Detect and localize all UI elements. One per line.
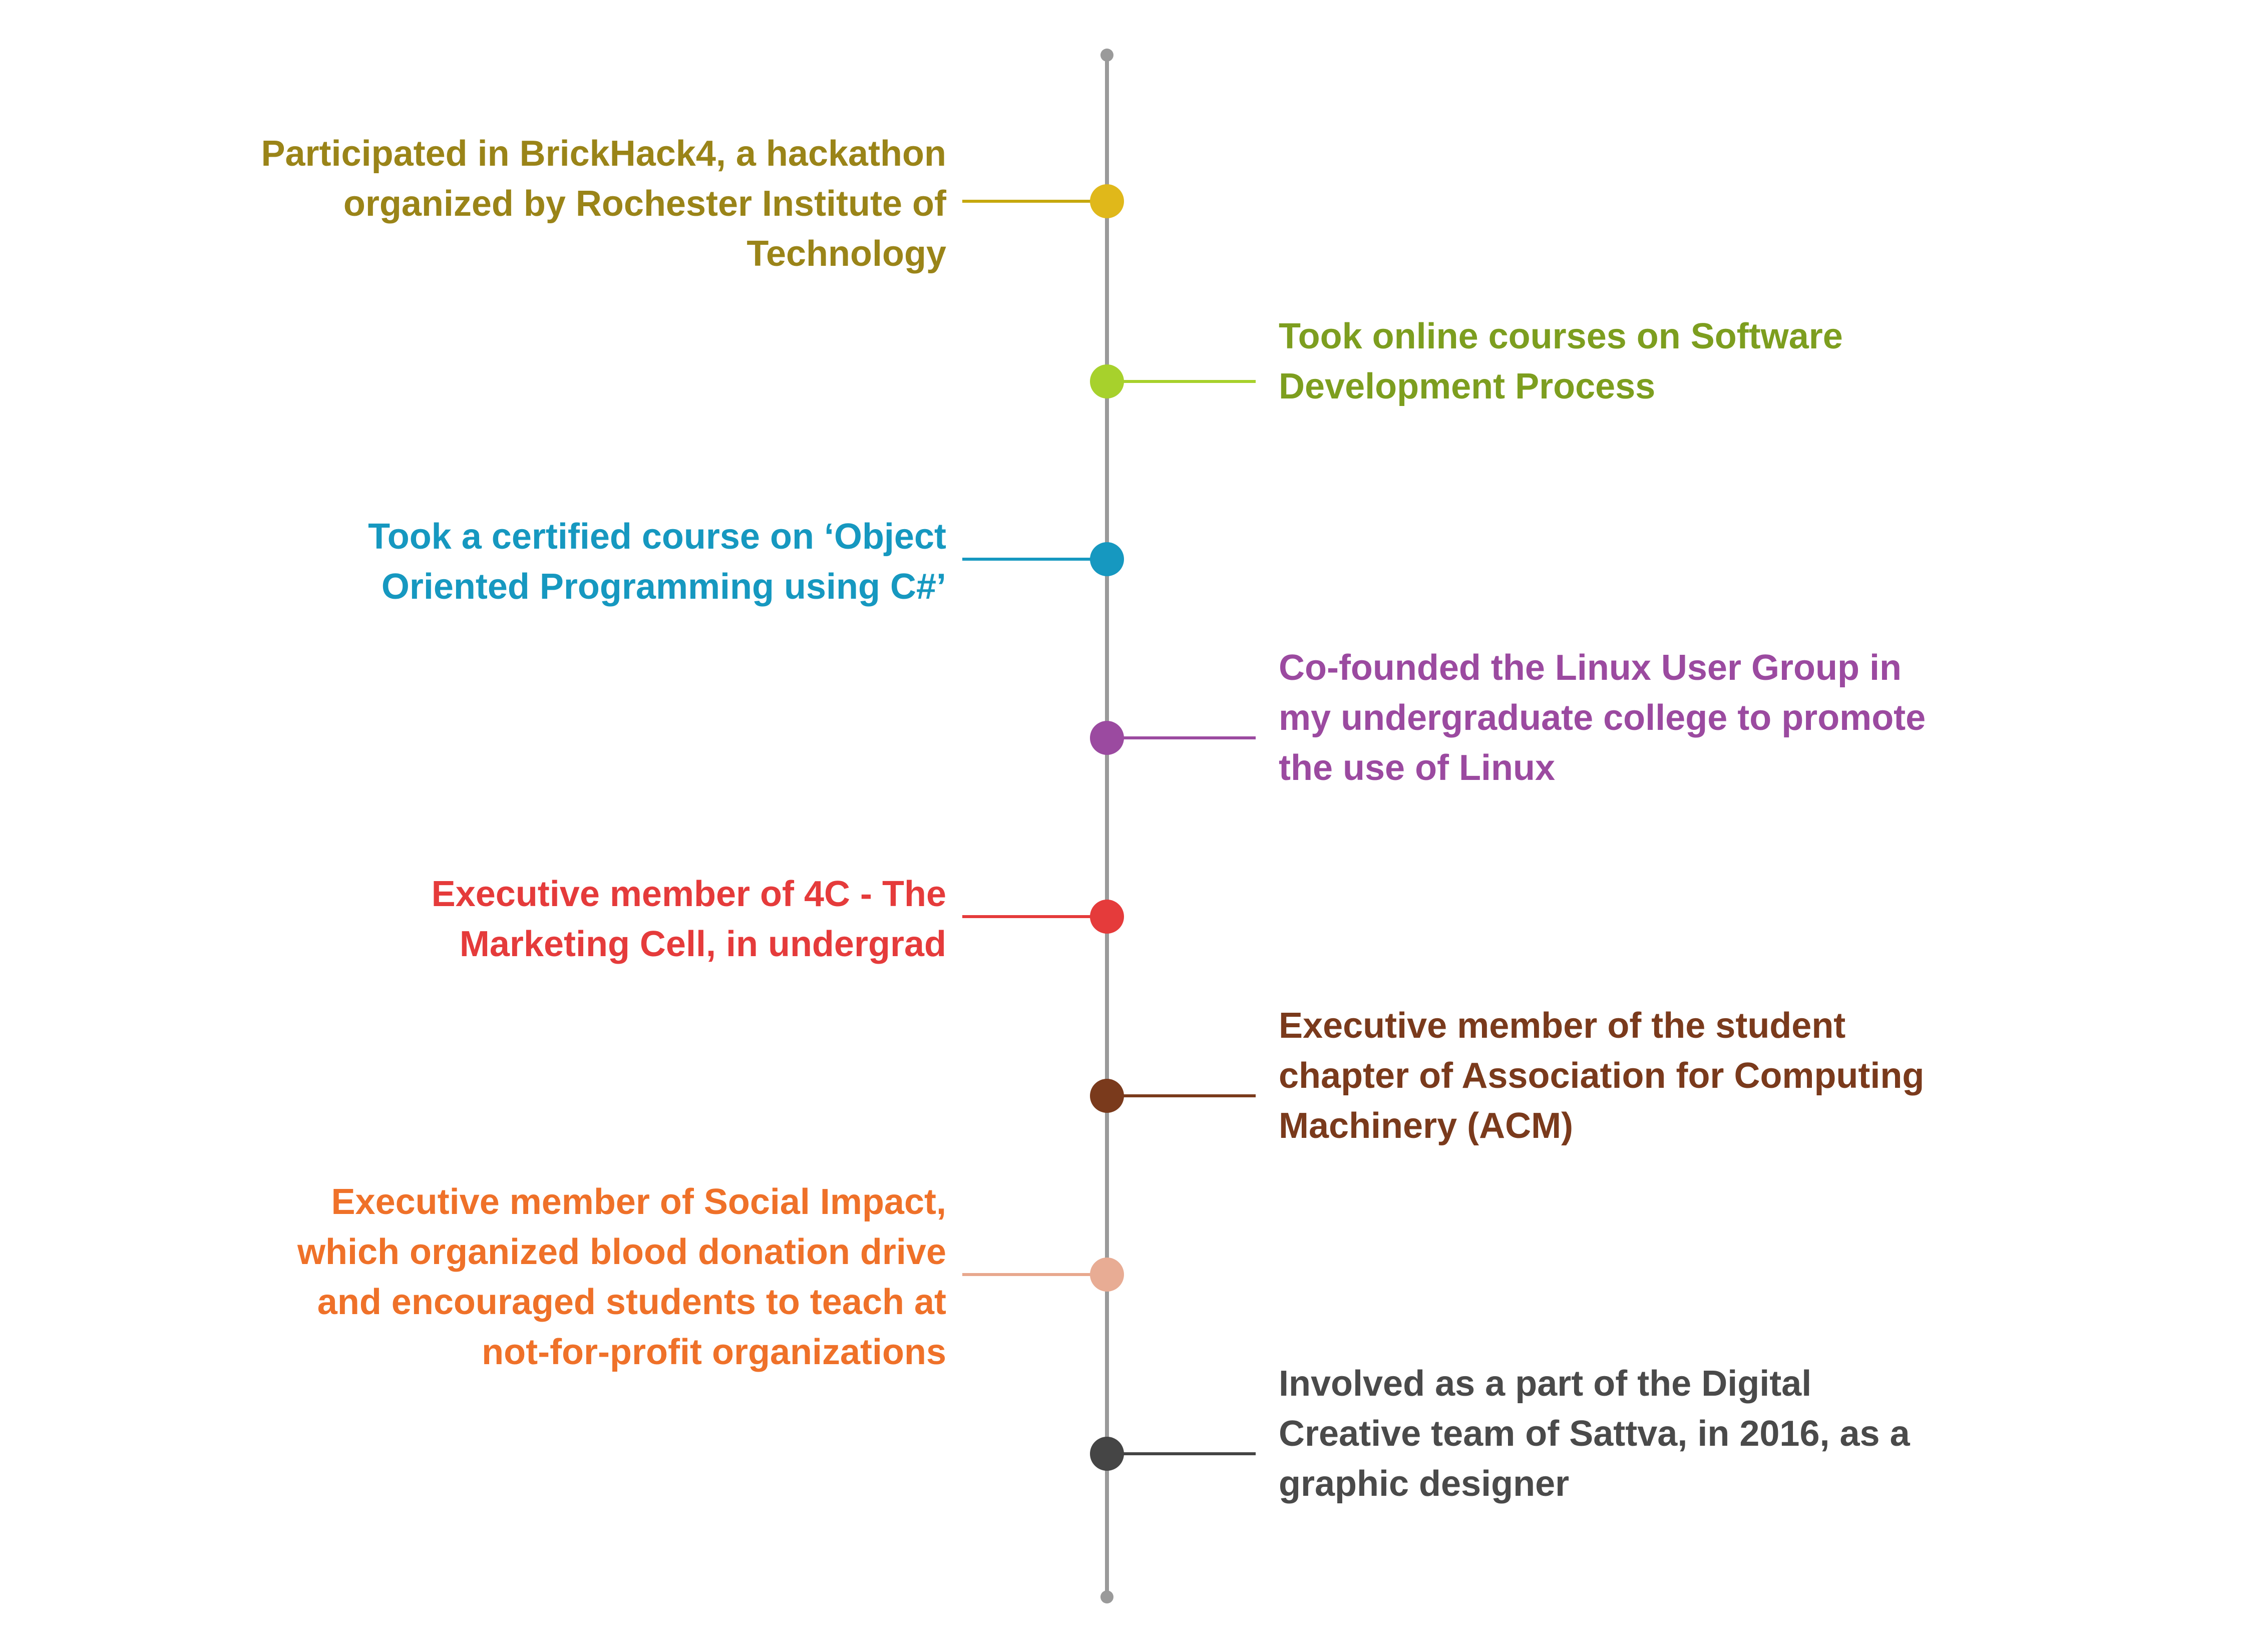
event-text-7: Executive member of Social Impact, which… xyxy=(297,1182,946,1372)
event-text-2: Took online courses on Software Developm… xyxy=(1279,316,1843,406)
timeline-bottom-cap xyxy=(1100,1590,1113,1603)
event-text-5: Executive member of 4C - The Marketing C… xyxy=(431,874,946,964)
event-text-8: Involved as a part of the Digital Creati… xyxy=(1279,1364,1910,1504)
event-marker-5 xyxy=(1090,900,1124,934)
timeline-top-cap xyxy=(1100,49,1113,62)
event-marker-7 xyxy=(1090,1258,1124,1292)
event-text-1: Participated in BrickHack4, a hackathon … xyxy=(261,134,946,274)
event-marker-2 xyxy=(1090,364,1124,398)
event-marker-6 xyxy=(1090,1079,1124,1113)
event-marker-1 xyxy=(1090,184,1124,218)
event-marker-3 xyxy=(1090,542,1124,576)
event-text-3: Took a certified course on ‘Object Orien… xyxy=(368,517,946,607)
event-marker-8 xyxy=(1090,1437,1124,1471)
event-text-4: Co-founded the Linux User Group in my un… xyxy=(1279,648,1926,788)
event-marker-4 xyxy=(1090,721,1124,755)
event-text-6: Executive member of the student chapter … xyxy=(1279,1006,1925,1146)
